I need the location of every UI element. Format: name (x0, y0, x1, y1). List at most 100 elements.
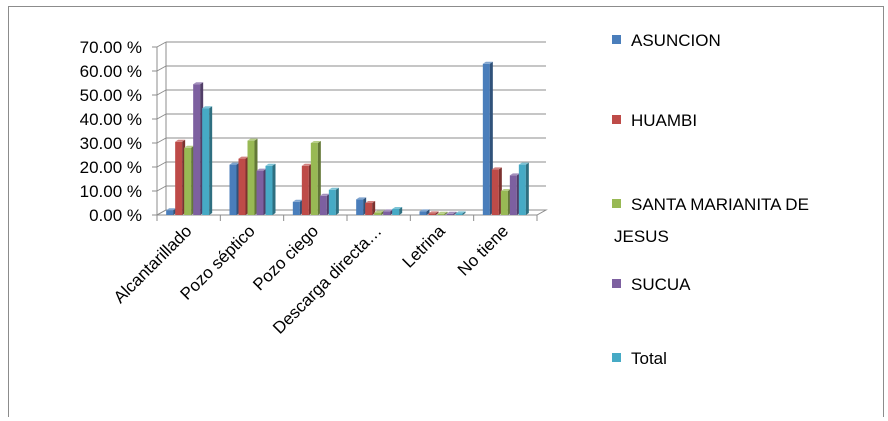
bar-total (455, 211, 466, 215)
bar-top (482, 61, 493, 64)
bar-side (426, 209, 430, 215)
bar-top (365, 201, 376, 203)
y-tick-label: 10.00 % (80, 182, 142, 201)
bar-top (202, 106, 213, 109)
gridline-side (156, 113, 167, 120)
bar-front (482, 63, 490, 215)
gridline-side (156, 185, 167, 192)
legend-swatch (612, 115, 621, 124)
bar-top (265, 163, 276, 166)
bar-top (166, 208, 177, 211)
bar-santa-marianita-de-jesus (374, 210, 385, 215)
bar-top (491, 167, 502, 170)
bar-top (437, 211, 448, 214)
y-tick-label: 60.00 % (80, 62, 142, 81)
gridline-side (156, 89, 167, 96)
bar-front (229, 164, 237, 215)
bar-front (392, 209, 400, 215)
bar-top (356, 197, 367, 200)
bar-top (428, 211, 439, 214)
bar-top (383, 209, 394, 212)
bar-side (444, 211, 448, 215)
bar-side (435, 211, 439, 215)
legend-label: SANTA MARIANITA DE (631, 195, 809, 214)
legend-item: ASUNCION (612, 31, 721, 50)
bar-front (310, 143, 318, 215)
legend-label: HUAMBI (631, 111, 697, 130)
bar-top (184, 145, 195, 148)
bar-front (419, 211, 427, 215)
category-label: Letrina (399, 221, 450, 272)
legend-item: Total (612, 349, 667, 368)
bar-top (292, 199, 303, 202)
bar-sucua (256, 168, 267, 215)
bar-side (209, 106, 213, 215)
bar-total (518, 162, 529, 215)
legend-swatch (612, 353, 621, 362)
bar-front (383, 211, 391, 215)
bar-top (392, 207, 403, 209)
bar-front (437, 213, 445, 215)
bar-huambi (491, 167, 502, 215)
bar-top (247, 138, 258, 141)
bar-front (301, 165, 309, 215)
bar-side (272, 163, 276, 215)
y-axis-ticks: 0.00 % 10.00 % 20.00 % 30.00 % 40.00 % 50.00 … (80, 38, 157, 225)
bar-top (238, 156, 249, 159)
bar-front (500, 191, 508, 215)
legend-swatch (612, 279, 621, 288)
bar-front (509, 175, 517, 215)
bar-front (238, 158, 246, 215)
bar-top (193, 82, 204, 85)
bar-top (310, 141, 321, 143)
bar-front (256, 170, 264, 215)
bar-total (392, 207, 403, 215)
bar-huambi (428, 211, 439, 215)
bar-front (202, 108, 210, 215)
bar-side (525, 162, 529, 215)
gridline-side (156, 161, 167, 168)
bar-santa-marianita-de-jesus (437, 211, 448, 215)
bar-top (446, 211, 457, 214)
gridline-side (156, 65, 167, 72)
bar-top (509, 173, 520, 176)
bar-asuncion (482, 61, 493, 215)
legend-label: SUCUA (631, 275, 691, 294)
bar-front (518, 164, 526, 215)
legend-item: SANTA MARIANITA DE JESUS (612, 195, 809, 246)
bar-santa-marianita-de-jesus (247, 138, 258, 215)
bar-front (175, 141, 183, 215)
bar-huambi (175, 139, 186, 215)
bar-front (374, 212, 382, 215)
legend-label: JESUS (614, 227, 669, 246)
bar-top (229, 162, 240, 165)
category-label: Descarga directa… (269, 221, 385, 337)
legend-label: ASUNCION (631, 31, 721, 50)
bar-side (399, 207, 403, 215)
bar-santa-marianita-de-jesus (184, 145, 195, 215)
bar-front (292, 201, 300, 215)
y-tick-label: 70.00 % (80, 38, 142, 57)
bar-front (446, 213, 454, 215)
bar-front (328, 189, 336, 215)
bar-front (193, 84, 201, 215)
bar-top (518, 162, 529, 165)
bar-top (319, 193, 330, 196)
y-tick-label: 0.00 % (89, 206, 142, 225)
bar-top (419, 209, 430, 212)
bar-top (328, 187, 339, 190)
bar-asuncion (419, 209, 430, 215)
bar-sucua (446, 211, 457, 215)
bar-top (175, 139, 186, 142)
bar-top (374, 210, 385, 213)
bar-asuncion (292, 199, 303, 215)
bar-front (184, 147, 192, 215)
bar-front (365, 203, 373, 215)
bar-front (491, 169, 499, 215)
bar-front (455, 213, 463, 215)
legend-item: HUAMBI (612, 111, 697, 130)
bars (166, 61, 529, 215)
bar-asuncion (356, 197, 367, 215)
